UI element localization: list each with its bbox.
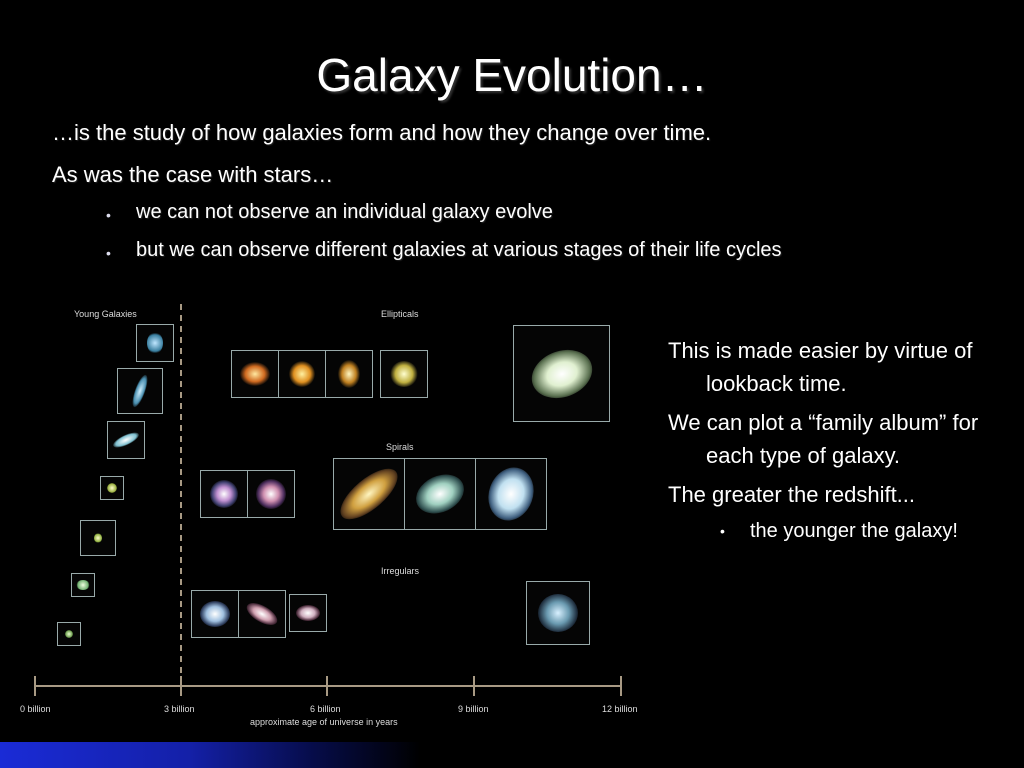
irregular-galaxy-image (526, 581, 590, 645)
label-young-galaxies: Young Galaxies (74, 309, 137, 319)
spiral-galaxy-image (200, 470, 248, 518)
bottom-accent-bar (0, 742, 420, 768)
elliptical-galaxy-image (325, 350, 373, 398)
elliptical-galaxy-image (278, 350, 326, 398)
bullet-dot-icon: • (106, 207, 111, 223)
side-paragraph-3: The greater the redshift... (668, 482, 916, 507)
young-galaxy-image (80, 520, 116, 556)
label-ellipticals: Ellipticals (381, 309, 419, 319)
axis-tick-label: 9 billion (458, 704, 489, 714)
galaxy-family-album-diagram: Young Galaxies Ellipticals Spirals Irreg… (20, 298, 650, 738)
side-text: This is made easier by virtue of lookbac… (668, 334, 1008, 546)
bullet-dot-icon: • (720, 523, 725, 539)
spiral-galaxy-image (247, 470, 295, 518)
spiral-galaxy-image (333, 458, 405, 530)
side-subbullet: • the younger the galaxy! (668, 517, 1008, 546)
young-galaxy-image (136, 324, 174, 362)
spiral-galaxy-image (475, 458, 547, 530)
stars-line: As was the case with stars… (52, 162, 334, 187)
bullet-dot-icon: • (106, 245, 111, 261)
young-galaxy-image (117, 368, 163, 414)
axis-tick-label: 6 billion (310, 704, 341, 714)
side-paragraph-1: This is made easier by virtue of lookbac… (668, 338, 973, 396)
axis-tick-label: 0 billion (20, 704, 51, 714)
axis-tick-label: 3 billion (164, 704, 195, 714)
label-spirals: Spirals (386, 442, 414, 452)
irregular-galaxy-image (191, 590, 239, 638)
side-subbullet-text: the younger the galaxy! (750, 520, 958, 542)
spiral-galaxy-image (404, 458, 476, 530)
axis-tick-label: 12 billion (602, 704, 638, 714)
axis-label: approximate age of universe in years (250, 717, 398, 727)
elliptical-galaxy-image (231, 350, 279, 398)
young-galaxy-image (71, 573, 95, 597)
irregular-galaxy-image (289, 594, 327, 632)
young-galaxy-image (57, 622, 81, 646)
side-paragraph-2: We can plot a “family album” for each ty… (668, 410, 979, 468)
timeline-axis (34, 676, 622, 696)
slide-title: Galaxy Evolution… (316, 49, 708, 101)
elliptical-galaxy-image (513, 325, 610, 422)
label-irregulars: Irregulars (381, 566, 420, 576)
elliptical-galaxy-image (380, 350, 428, 398)
bullet-2: but we can observe different galaxies at… (136, 239, 782, 261)
young-galaxy-image (107, 421, 145, 459)
young-galaxy-image (100, 476, 124, 500)
bullet-1: we can not observe an individual galaxy … (136, 201, 553, 223)
intro-line: …is the study of how galaxies form and h… (52, 120, 712, 145)
irregular-galaxy-image (238, 590, 286, 638)
divider-dashed-line (180, 304, 182, 690)
